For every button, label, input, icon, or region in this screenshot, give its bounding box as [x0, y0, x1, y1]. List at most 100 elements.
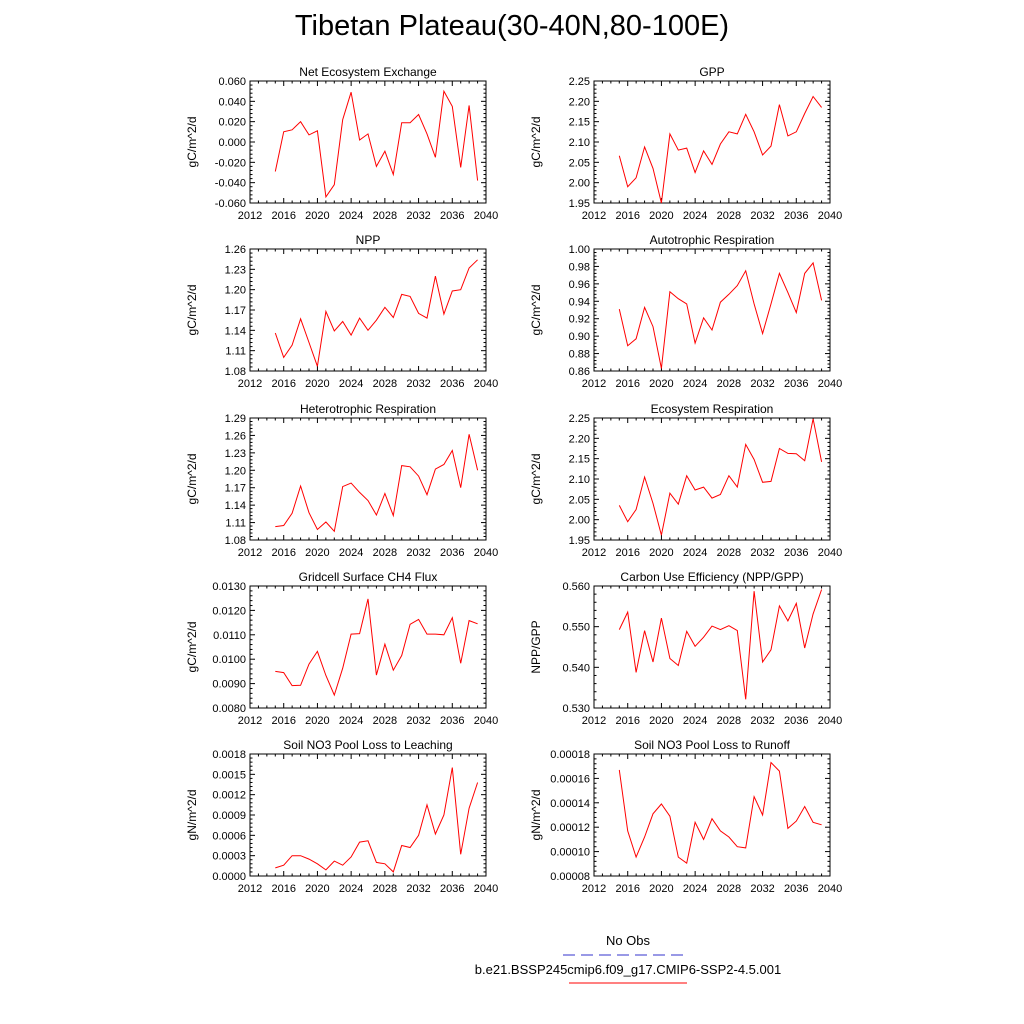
x-tick-label: 2032	[406, 210, 430, 222]
series-line	[274, 259, 478, 367]
y-axis-label: gC/m^2/d	[529, 117, 543, 168]
x-tick-label: 2020	[649, 547, 673, 559]
y-tick-label: 2.00	[569, 178, 590, 190]
y-tick-label: 0.0012	[212, 790, 246, 802]
y-tick-label: 1.17	[225, 305, 246, 317]
x-tick-label: 2032	[406, 715, 430, 727]
x-tick-label: 2012	[582, 547, 606, 559]
y-tick-label: 2.20	[569, 433, 590, 445]
y-tick-label: 0.000	[218, 137, 246, 149]
y-tick-label: 0.96	[569, 279, 590, 291]
x-tick-label: 2028	[373, 210, 397, 222]
y-tick-label: 0.0003	[212, 851, 246, 863]
x-tick-label: 2032	[750, 715, 774, 727]
y-tick-label: 0.0018	[212, 749, 246, 761]
x-tick-label: 2020	[649, 378, 673, 390]
x-tick-label: 2020	[305, 210, 329, 222]
x-tick-label: 2016	[615, 210, 639, 222]
y-tick-label: 0.060	[218, 76, 246, 88]
y-tick-label: 0.0009	[212, 810, 246, 822]
panel-title: Soil NO3 Pool Loss to Leaching	[283, 738, 452, 752]
chart-panel-4: Autotrophic Respiration gC/m^2/d 2012 2016 2…	[529, 233, 842, 390]
x-tick-label: 2032	[750, 547, 774, 559]
x-tick-label: 2040	[474, 210, 498, 222]
x-tick-label: 2024	[683, 547, 707, 559]
chart-panel-10: Soil NO3 Pool Loss to Runoff gN/m^2/d 2012…	[529, 738, 842, 895]
x-tick-label: 2020	[305, 883, 329, 895]
y-tick-label: 2.15	[569, 117, 590, 129]
y-axis-label: gC/m^2/d	[185, 622, 199, 673]
y-tick-label: 1.14	[225, 500, 246, 512]
panel-title: Heterotrophic Respiration	[300, 402, 436, 416]
y-tick-label: 1.11	[225, 346, 246, 358]
x-tick-label: 2040	[818, 378, 842, 390]
x-tick-label: 2032	[406, 378, 430, 390]
series-line	[618, 95, 822, 204]
y-tick-label: 0.00008	[550, 871, 590, 883]
y-axis-label: gN/m^2/d	[529, 790, 543, 841]
y-tick-label: 0.0080	[212, 703, 246, 715]
y-tick-label: 0.00012	[550, 822, 590, 834]
y-tick-label: 1.08	[225, 535, 246, 547]
x-tick-label: 2036	[440, 883, 464, 895]
x-tick-label: 2040	[474, 378, 498, 390]
x-tick-label: 2040	[474, 715, 498, 727]
series-line	[618, 418, 823, 536]
x-tick-label: 2024	[339, 210, 363, 222]
x-tick-label: 2012	[582, 378, 606, 390]
y-tick-label: 0.0110	[213, 630, 246, 642]
x-tick-label: 2036	[440, 210, 464, 222]
y-tick-label: 0.0000	[212, 871, 246, 883]
y-tick-label: 2.05	[569, 157, 590, 169]
y-tick-label: 0.94	[569, 296, 590, 308]
x-tick-label: 2020	[305, 547, 329, 559]
x-tick-label: 2032	[406, 883, 430, 895]
x-tick-label: 2012	[238, 715, 262, 727]
y-axis-label: gC/m^2/d	[529, 454, 543, 505]
x-tick-label: 2024	[683, 883, 707, 895]
y-tick-label: 0.0090	[212, 679, 246, 691]
plot-frame	[249, 585, 487, 709]
x-tick-label: 2028	[717, 547, 741, 559]
x-tick-label: 2024	[683, 715, 707, 727]
y-tick-label: 0.0120	[212, 605, 246, 617]
x-tick-label: 2036	[784, 378, 808, 390]
x-tick-label: 2028	[717, 210, 741, 222]
y-tick-label: 2.15	[569, 454, 590, 466]
x-tick-label: 2012	[238, 883, 262, 895]
y-tick-label: 1.26	[225, 244, 246, 256]
x-tick-label: 2016	[615, 883, 639, 895]
chart-panel-8: Carbon Use Efficiency (NPP/GPP) NPP/GPP 20…	[529, 570, 842, 727]
x-tick-label: 2036	[784, 883, 808, 895]
x-tick-label: 2028	[717, 883, 741, 895]
x-tick-label: 2024	[339, 378, 363, 390]
panel-title: Net Ecosystem Exchange	[299, 65, 437, 79]
y-axis-label: gC/m^2/d	[185, 285, 199, 336]
plot-frame	[593, 585, 831, 709]
panels-grid: Net Ecosystem Exchange gC/m^2/d 2012 2016 20…	[185, 65, 842, 895]
plot-frame	[249, 248, 487, 372]
y-tick-label: 1.00	[569, 244, 590, 256]
x-tick-label: 2020	[649, 210, 673, 222]
figure-title: Tibetan Plateau(30-40N,80-100E)	[294, 10, 730, 42]
x-tick-label: 2028	[373, 883, 397, 895]
y-tick-label: 0.530	[562, 703, 590, 715]
x-tick-label: 2016	[271, 547, 295, 559]
y-tick-label: -0.060	[215, 198, 246, 210]
series-line	[618, 761, 822, 865]
y-tick-label: 1.29	[225, 413, 246, 425]
x-tick-label: 2012	[582, 715, 606, 727]
panel-title: NPP	[356, 233, 381, 247]
y-tick-label: 2.05	[569, 494, 590, 506]
y-tick-label: 0.00010	[550, 847, 590, 859]
plot-frame	[593, 80, 831, 204]
chart-panel-7: Gridcell Surface CH4 Flux gC/m^2/d 2012 201…	[185, 570, 498, 727]
y-tick-label: 0.0015	[212, 769, 246, 781]
series-line	[275, 434, 479, 533]
y-axis-label: gN/m^2/d	[185, 790, 199, 841]
panel-title: Gridcell Surface CH4 Flux	[299, 570, 438, 584]
y-tick-label: 0.88	[569, 349, 590, 361]
x-tick-label: 2036	[784, 715, 808, 727]
series-line	[275, 767, 479, 873]
y-tick-label: 1.95	[569, 535, 590, 547]
